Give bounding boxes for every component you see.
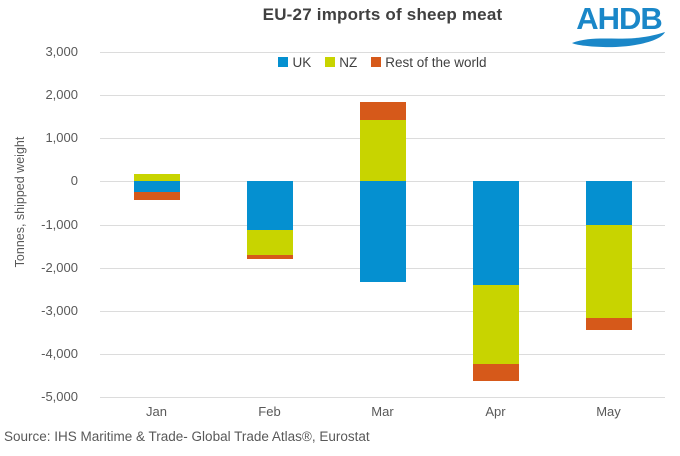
bar-segment-rest-of-the-world-mar: [359, 102, 406, 121]
rest-of-world-swatch-icon: [371, 57, 382, 67]
x-tick-label-feb: Feb: [258, 404, 281, 419]
y-tick-label: 0: [70, 173, 78, 189]
uk-swatch-icon: [278, 57, 289, 67]
bar-segment-uk-apr: [472, 181, 519, 285]
bar-segment-nz-feb: [246, 230, 293, 256]
chart-title: EU-27 imports of sheep meat: [262, 5, 503, 24]
y-tick-label: -1,000: [41, 216, 78, 232]
ahdb-swoosh-icon: [572, 32, 665, 48]
source-note: Source: IHS Maritime & Trade- Global Tra…: [4, 429, 370, 444]
nz-swatch-icon: [325, 57, 336, 67]
legend-item-nz: NZ: [325, 55, 357, 70]
legend-label-nz: NZ: [339, 54, 358, 70]
x-tick-label-may: May: [596, 404, 621, 419]
legend-label-rest-of-world: Rest of the world: [385, 54, 487, 70]
bar-segment-nz-apr: [472, 284, 519, 364]
gridline: [100, 95, 665, 97]
bar-segment-nz-jan: [133, 174, 180, 182]
gridline: [100, 397, 665, 398]
y-tick-label: -4,000: [41, 345, 78, 361]
ahdb-logo-text: AHDB: [576, 1, 663, 36]
bar-segment-uk-mar: [359, 181, 406, 283]
y-tick-label: -3,000: [41, 302, 78, 318]
gridline: [100, 52, 665, 53]
bar-segment-rest-of-the-world-jan: [133, 192, 180, 201]
y-tick-label: 1,000: [45, 130, 78, 146]
legend-item-uk: UK: [278, 55, 311, 70]
x-tick-label-jan: Jan: [146, 404, 167, 419]
x-tick-label-apr: Apr: [485, 404, 506, 419]
bar-segment-uk-jan: [133, 181, 180, 193]
gridline: [100, 310, 665, 312]
ahdb-logo: AHDB: [571, 3, 667, 48]
legend-label-uk: UK: [292, 54, 312, 70]
y-tick-label: 3,000: [45, 44, 78, 59]
bar-segment-uk-feb: [246, 181, 293, 231]
y-tick-label: -5,000: [41, 389, 78, 404]
legend-item-rest-of-world: Rest of the world: [371, 54, 487, 70]
bar-segment-rest-of-the-world-apr: [472, 363, 519, 381]
bar-segment-uk-may: [585, 181, 632, 226]
bar-segment-nz-mar: [359, 120, 406, 182]
bar-segment-rest-of-the-world-feb: [246, 255, 293, 259]
x-tick-label-mar: Mar: [371, 404, 394, 419]
y-tick-label: 2,000: [45, 87, 78, 103]
y-tick-label: -2,000: [41, 259, 78, 275]
bar-segment-rest-of-the-world-may: [585, 318, 632, 330]
bar-segment-nz-may: [585, 225, 632, 319]
plot-area: [100, 52, 665, 398]
legend: UK NZ Rest of the world: [100, 53, 665, 71]
gridline: [100, 353, 665, 355]
